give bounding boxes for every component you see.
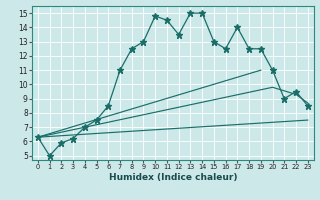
X-axis label: Humidex (Indice chaleur): Humidex (Indice chaleur) bbox=[108, 173, 237, 182]
